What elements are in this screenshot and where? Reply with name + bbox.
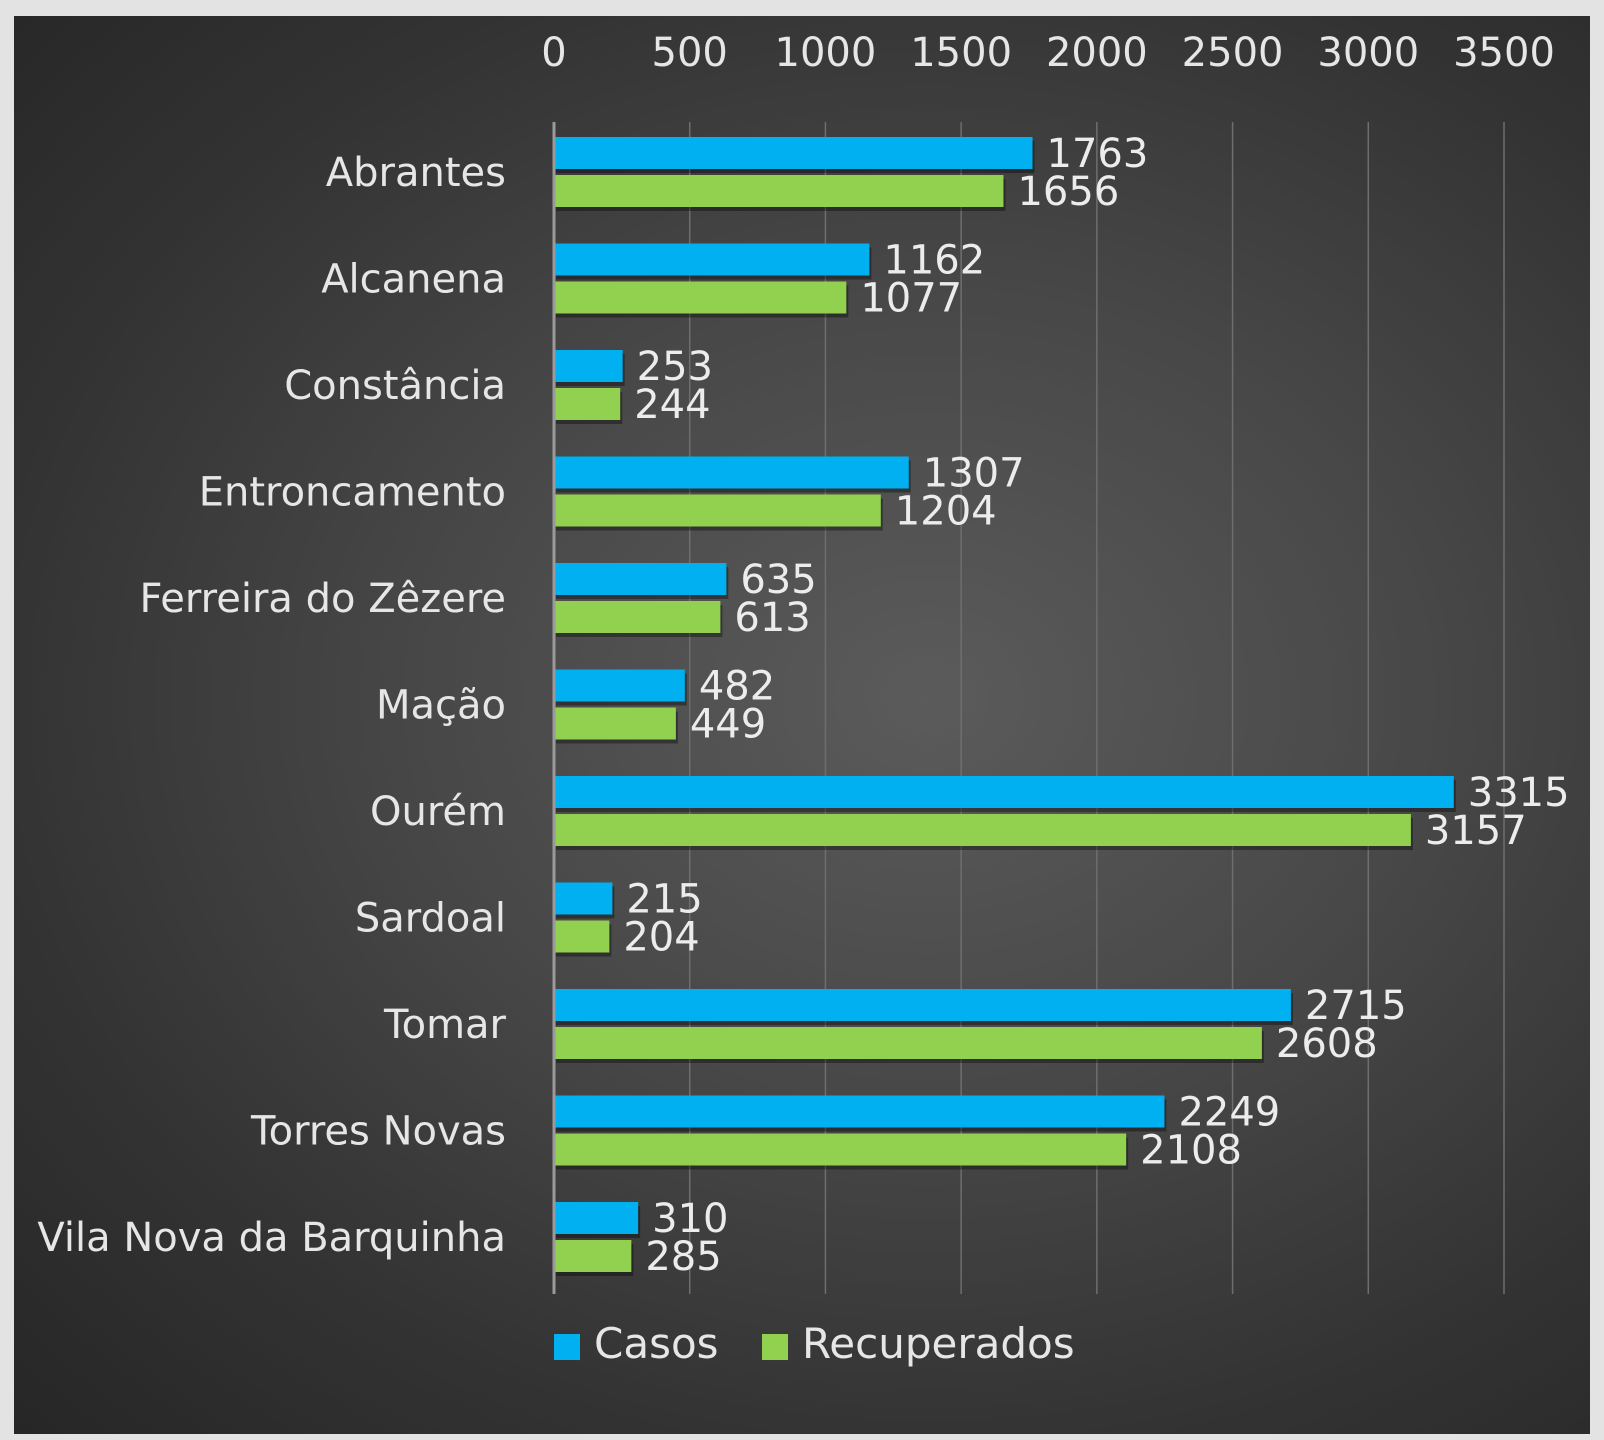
data-label: 3157	[1425, 808, 1527, 854]
data-label: 1763	[1047, 131, 1149, 177]
category-labels: Abrantes Alcanena Constância Entroncamento F…	[37, 150, 506, 1261]
data-label: 2108	[1140, 1128, 1242, 1174]
data-label: 215	[626, 877, 702, 923]
bar-recuperados	[554, 707, 676, 740]
data-label: 635	[740, 557, 816, 603]
bar-casos	[554, 989, 1291, 1021]
bar-recuperados	[554, 920, 610, 953]
bar-casos	[554, 563, 727, 595]
category-label: Entroncamento	[199, 470, 506, 516]
legend-label: Recuperados	[802, 1319, 1075, 1368]
bar-recuperados	[554, 601, 721, 633]
legend: Casos Recuperados	[554, 1319, 1075, 1368]
bar-recuperados	[554, 494, 881, 527]
x-tick-label: 0	[541, 30, 566, 76]
bar-casos	[554, 137, 1033, 169]
data-label: 1077	[860, 276, 962, 322]
data-label: 1162	[883, 238, 985, 284]
bar-casos	[554, 1202, 639, 1234]
bar-casos	[554, 456, 909, 489]
bar-casos	[554, 669, 685, 702]
bar-recuperados	[554, 175, 1004, 207]
category-label: Tomar	[383, 1002, 507, 1048]
legend-label: Casos	[594, 1319, 719, 1368]
category-label: Vila Nova da Barquinha	[37, 1215, 506, 1261]
x-tick-label: 3000	[1317, 30, 1419, 76]
bar-recuperados	[554, 281, 847, 314]
category-label: Torres Novas	[250, 1109, 506, 1155]
category-label: Abrantes	[326, 150, 506, 196]
gridlines	[688, 122, 1505, 1294]
data-label: 285	[645, 1234, 721, 1280]
bar-recuperados	[554, 1133, 1127, 1166]
data-label: 449	[690, 702, 766, 748]
data-label: 613	[734, 595, 810, 641]
data-label: 2608	[1276, 1021, 1378, 1067]
data-label: 3315	[1468, 770, 1570, 816]
bar-casos	[554, 882, 613, 915]
bar-recuperados	[554, 388, 621, 420]
category-label: Mação	[376, 683, 506, 729]
bar-casos	[554, 776, 1454, 808]
category-label: Sardoal	[355, 896, 506, 942]
category-label: Alcanena	[321, 257, 506, 303]
category-label: Ourém	[370, 789, 506, 835]
data-label: 1656	[1017, 169, 1119, 215]
category-label: Ferreira do Zêzere	[139, 576, 506, 622]
bar-recuperados	[554, 1240, 632, 1272]
data-label: 2249	[1178, 1090, 1280, 1136]
x-tick-label: 2500	[1182, 30, 1284, 76]
data-label: 204	[623, 915, 699, 961]
x-tick-label: 500	[652, 30, 728, 76]
data-label: 310	[652, 1196, 728, 1242]
data-label: 482	[699, 664, 775, 710]
data-label: 244	[634, 382, 710, 428]
data-label: 2715	[1305, 983, 1407, 1029]
x-axis-ticks: 0 500 1000 1500 2000 2500 3000 3500	[541, 30, 1555, 76]
x-tick-label: 1500	[910, 30, 1012, 76]
bar-casos	[554, 1095, 1165, 1128]
data-label: 1204	[895, 489, 997, 535]
x-tick-label: 2000	[1046, 30, 1148, 76]
data-label: 253	[637, 344, 713, 390]
data-label: 1307	[923, 451, 1025, 497]
bar-recuperados	[554, 1027, 1262, 1059]
x-tick-label: 1000	[775, 30, 877, 76]
bar-casos	[554, 243, 870, 276]
bars	[554, 137, 1456, 1276]
legend-swatch	[762, 1334, 788, 1360]
legend-swatch	[554, 1334, 580, 1360]
x-tick-label: 3500	[1453, 30, 1555, 76]
category-label: Constância	[284, 363, 506, 409]
bar-casos	[554, 350, 623, 382]
bar-recuperados	[554, 814, 1411, 846]
